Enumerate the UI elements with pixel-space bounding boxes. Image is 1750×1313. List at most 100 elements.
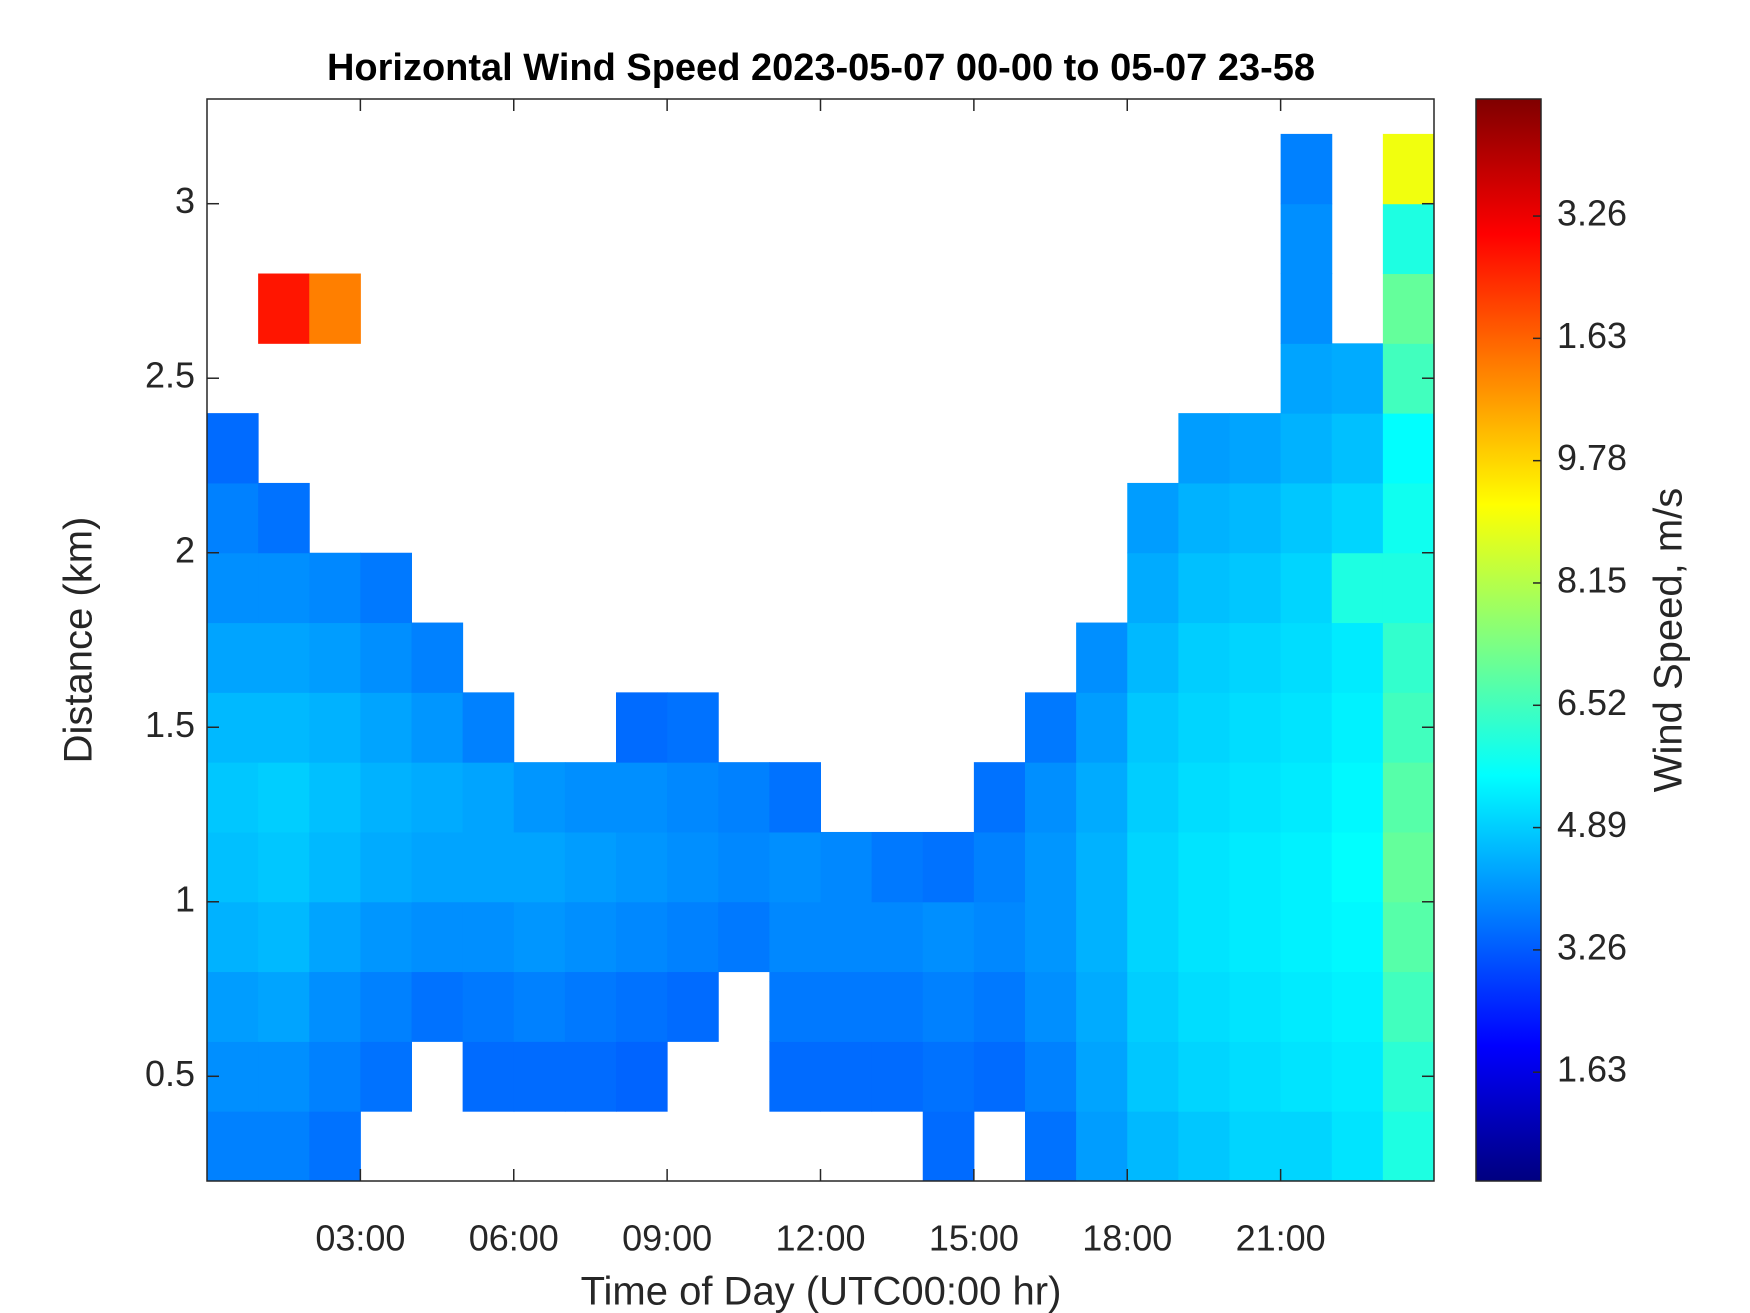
heat-cell xyxy=(718,901,770,973)
heat-cell xyxy=(1331,692,1384,763)
heat-cell xyxy=(1025,692,1077,763)
heat-cell xyxy=(258,273,310,344)
heat-cell xyxy=(207,1111,259,1182)
heat-cell xyxy=(1076,971,1128,1042)
heat-cell xyxy=(1280,273,1333,344)
heat-cell xyxy=(1025,971,1077,1042)
heat-cell xyxy=(616,1041,668,1112)
heat-cell xyxy=(1076,831,1128,903)
x-tick-label: 21:00 xyxy=(1236,1218,1326,1259)
heat-cell xyxy=(820,901,873,973)
heat-cell xyxy=(207,413,259,484)
colorbar-tick-label: 4.89 xyxy=(1557,804,1627,845)
heat-cell xyxy=(1280,692,1333,763)
heat-cell xyxy=(309,901,361,973)
heat-cell xyxy=(871,901,924,973)
heat-cell xyxy=(411,831,464,903)
heat-cell xyxy=(1280,133,1333,205)
heat-cell xyxy=(871,971,924,1042)
heat-cell xyxy=(462,1041,515,1112)
heat-cell xyxy=(564,1041,617,1112)
heat-cell xyxy=(1178,1041,1230,1112)
heat-cell xyxy=(1025,1041,1077,1112)
heat-cell xyxy=(973,831,1026,903)
heat-cell xyxy=(1280,482,1333,554)
heat-cell xyxy=(513,1041,566,1112)
heat-cell xyxy=(513,971,566,1042)
heat-cell xyxy=(258,622,310,693)
heat-cell xyxy=(973,901,1026,973)
colorbar-tick-label: 1.63 xyxy=(1557,1049,1627,1090)
x-tick-label: 15:00 xyxy=(929,1218,1019,1259)
heat-cell xyxy=(258,831,310,903)
colorbar-label: Wind Speed, m/s xyxy=(1647,488,1691,793)
heat-cell xyxy=(462,762,515,833)
heat-cell xyxy=(1229,901,1282,973)
heat-cell xyxy=(1025,901,1077,973)
heat-cell xyxy=(411,762,464,833)
heat-cell xyxy=(1178,901,1230,973)
y-tick-label: 2.5 xyxy=(145,355,195,396)
heat-cell xyxy=(1127,482,1179,554)
heat-cell xyxy=(1280,552,1333,624)
heat-cell xyxy=(513,762,566,833)
heat-cell xyxy=(258,1111,310,1182)
heat-cell xyxy=(922,1111,975,1182)
heat-cell xyxy=(360,552,412,624)
heat-cell xyxy=(667,831,719,903)
heat-cell xyxy=(973,762,1026,833)
heat-cell xyxy=(922,831,975,903)
heat-cell xyxy=(922,901,975,973)
heat-cell xyxy=(207,482,259,554)
x-tick-label: 12:00 xyxy=(775,1218,865,1259)
heat-cell xyxy=(1382,273,1435,344)
heat-cell xyxy=(1229,692,1282,763)
heat-cell xyxy=(309,762,361,833)
colorbar-tick-label: 8.15 xyxy=(1557,559,1627,600)
heat-cell xyxy=(309,971,361,1042)
heat-cell xyxy=(1127,1111,1179,1182)
heat-cell xyxy=(462,692,515,763)
heat-cell xyxy=(462,971,515,1042)
heat-cell xyxy=(258,901,310,973)
x-axis-label: Time of Day (UTC00:00 hr) xyxy=(581,1270,1062,1313)
heat-cell xyxy=(1331,1111,1384,1182)
colorbar-tick-label: 6.52 xyxy=(1557,682,1627,723)
heat-cell xyxy=(411,901,464,973)
heat-cell xyxy=(1382,901,1435,973)
heat-cell xyxy=(1331,413,1384,484)
heat-cell xyxy=(360,901,412,973)
heat-cell xyxy=(1331,831,1384,903)
x-tick-label: 06:00 xyxy=(469,1218,559,1259)
heat-cell xyxy=(1229,413,1282,484)
heat-cell xyxy=(513,831,566,903)
heat-cell xyxy=(1076,692,1128,763)
heat-cell xyxy=(1280,622,1333,693)
heat-cell xyxy=(309,552,361,624)
heat-cell xyxy=(1178,971,1230,1042)
heat-cell xyxy=(1229,762,1282,833)
heat-cell xyxy=(1025,1111,1077,1182)
x-tick-label: 18:00 xyxy=(1082,1218,1172,1259)
heat-cell xyxy=(1127,692,1179,763)
heat-cell xyxy=(1178,552,1230,624)
heat-cell xyxy=(1382,133,1435,205)
y-tick-label: 1.5 xyxy=(145,704,195,745)
heat-cell xyxy=(1127,762,1179,833)
heat-cell xyxy=(1382,552,1435,624)
heat-cell xyxy=(258,971,310,1042)
chart-title: Horizontal Wind Speed 2023-05-07 00-00 t… xyxy=(327,47,1315,89)
heat-cell xyxy=(411,622,464,693)
heat-cell xyxy=(360,971,412,1042)
heat-cell xyxy=(309,692,361,763)
heat-cell xyxy=(1025,762,1077,833)
heat-cell xyxy=(1076,1041,1128,1112)
heat-cell xyxy=(1331,343,1384,414)
heat-cell xyxy=(564,901,617,973)
heat-cell xyxy=(1331,482,1384,554)
heat-cell xyxy=(1382,1111,1435,1182)
heat-cell xyxy=(309,1041,361,1112)
heat-cell xyxy=(1178,482,1230,554)
heat-cell xyxy=(616,831,668,903)
